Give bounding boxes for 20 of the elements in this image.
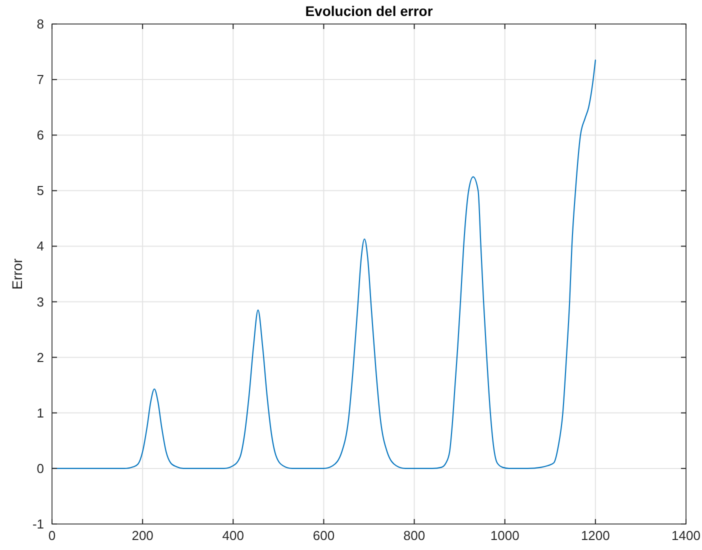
y-tick-label: 6 bbox=[36, 128, 44, 143]
y-tick-label: 5 bbox=[36, 183, 44, 198]
x-tick-label: 1000 bbox=[490, 528, 520, 543]
x-tick-label: 600 bbox=[312, 528, 335, 543]
x-tick-label: 1400 bbox=[672, 528, 700, 543]
y-tick-label: -1 bbox=[32, 516, 44, 532]
y-tick-label: 0 bbox=[36, 460, 44, 476]
y-tick-label: 4 bbox=[36, 238, 44, 254]
x-tick-label: 200 bbox=[132, 528, 154, 543]
y-tick-label: 1 bbox=[36, 405, 44, 420]
x-tick-label: 400 bbox=[222, 528, 244, 543]
y-tick-label: 2 bbox=[36, 350, 44, 365]
x-tick-label: 800 bbox=[403, 528, 426, 543]
y-tick-label: 7 bbox=[36, 72, 44, 88]
chart-title: Evolucion del error bbox=[305, 3, 434, 19]
y-tick-label: 8 bbox=[36, 16, 44, 32]
x-tick-label: 1200 bbox=[580, 528, 610, 543]
y-tick-label: 3 bbox=[36, 294, 44, 310]
x-tick-label: 0 bbox=[48, 528, 56, 543]
y-axis-title: Error bbox=[9, 258, 25, 290]
